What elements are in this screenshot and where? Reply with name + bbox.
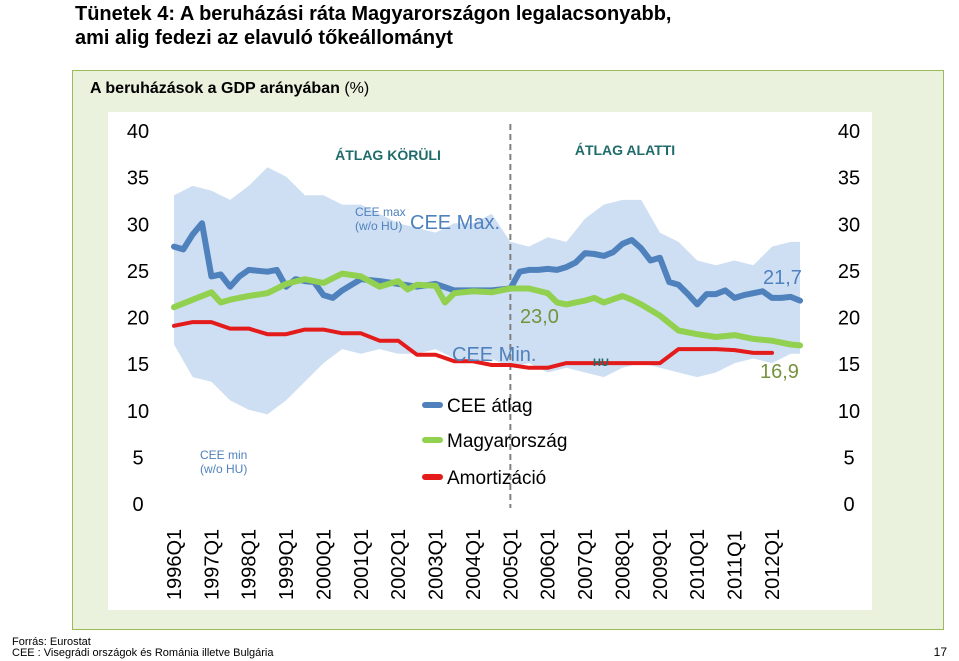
y-tick-label-right: 25 [838, 261, 860, 283]
chart-title: A beruházások a GDP arányában (%) [90, 80, 369, 98]
x-tick-label: 2006Q1 [538, 529, 560, 600]
legend-label: CEE átlag [447, 396, 533, 417]
hungary-line [171, 270, 803, 349]
slide-title-line-2: ami alig fedezi az elavuló tőkeállományt [75, 27, 453, 49]
cee-end-value-label: 21,7 [763, 267, 802, 289]
y-tick-label-left: 0 [132, 494, 143, 516]
band-min-sublabel: (w/o HU) [200, 462, 247, 476]
x-tick-label: 2003Q1 [426, 529, 448, 600]
band-max-sublabel: (w/o HU) [355, 219, 402, 233]
x-tick-label: 2011Q1 [725, 530, 747, 600]
band-min-label: CEE min [200, 448, 247, 462]
x-tick-label: 2007Q1 [575, 529, 597, 600]
y-tick-label-left: 25 [127, 261, 149, 283]
x-tick-label: 2005Q1 [500, 529, 522, 600]
y-tick-label-left: 10 [127, 401, 149, 423]
chart-title-unit: (%) [344, 80, 370, 97]
y-tick-label-right: 40 [838, 121, 860, 143]
cee-note: CEE : Visegrádi országok és Románia ille… [12, 647, 274, 659]
source-note: Forrás: Eurostat [12, 636, 91, 648]
y-tick-label-left: 40 [127, 121, 149, 143]
x-tick-label: 2008Q1 [612, 529, 634, 600]
x-tick-label: 2012Q1 [762, 529, 784, 600]
legend-label: Magyarország [447, 431, 567, 452]
x-tick-label: 1996Q1 [164, 529, 186, 600]
chart-title-text: A beruházások a GDP arányában [90, 80, 340, 97]
cee-average-line [171, 220, 803, 308]
region-label-below-average: ÁTLAG ALATTI [575, 142, 675, 158]
band-max-label: CEE max [355, 205, 406, 219]
y-tick-label-left: 5 [132, 447, 143, 469]
region-label-around-average: ÁTLAG KÖRÜLI [335, 147, 441, 163]
slide-title: Tünetek 4: A beruházási ráta Magyarorszá… [75, 2, 671, 50]
hungary-mid-value-label: 23,0 [520, 306, 559, 328]
x-tick-label: 1999Q1 [276, 529, 298, 600]
x-tick-label: 2001Q1 [351, 529, 373, 600]
y-tick-label-right: 15 [838, 354, 860, 376]
hu-tag-label: HU [593, 357, 609, 369]
y-tick-label-right: 35 [838, 168, 860, 190]
y-tick-label-left: 35 [127, 168, 149, 190]
legend-label: Amortizáció [447, 468, 546, 489]
y-tick-label-right: 5 [843, 447, 854, 469]
x-tick-label: 2002Q1 [388, 529, 410, 600]
y-tick-label-right: 10 [838, 401, 860, 423]
x-tick-label: 1998Q1 [239, 529, 261, 600]
page-number: 17 [933, 645, 947, 659]
band-min-big-label: CEE Min. [452, 344, 536, 366]
band-max-big-label: CEE Max. [410, 212, 500, 234]
x-tick-label: 2010Q1 [687, 529, 709, 600]
y-tick-label-right: 0 [843, 494, 854, 516]
slide-title-line-1: Tünetek 4: A beruházási ráta Magyarorszá… [75, 3, 672, 25]
y-tick-label-left: 15 [127, 354, 149, 376]
hungary-end-value-label: 16,9 [760, 361, 799, 383]
y-tick-label-left: 20 [127, 308, 149, 330]
x-tick-label: 2009Q1 [650, 529, 672, 600]
x-tick-label: 2004Q1 [463, 529, 485, 600]
x-tick-label: 2000Q1 [313, 529, 335, 600]
depreciation-line [172, 320, 774, 370]
y-tick-label-right: 20 [838, 308, 860, 330]
y-tick-label-left: 30 [127, 214, 149, 236]
y-tick-label-right: 30 [838, 214, 860, 236]
x-tick-label: 1997Q1 [201, 529, 223, 600]
